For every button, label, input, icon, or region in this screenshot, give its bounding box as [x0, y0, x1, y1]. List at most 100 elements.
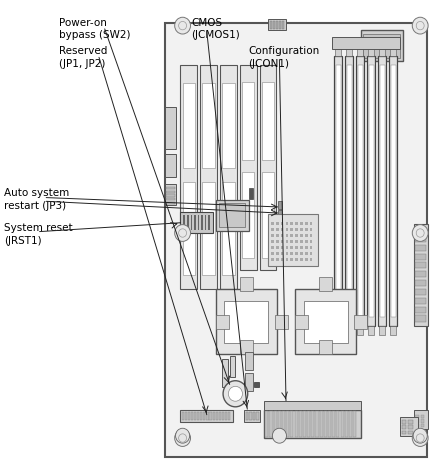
- Bar: [380, 65, 385, 317]
- Bar: [290, 240, 293, 243]
- Bar: [278, 411, 281, 437]
- Bar: [295, 315, 308, 329]
- Circle shape: [412, 17, 428, 34]
- Bar: [389, 56, 397, 326]
- Bar: [336, 65, 341, 317]
- Bar: [345, 411, 348, 437]
- Bar: [295, 258, 298, 261]
- Bar: [228, 412, 230, 420]
- Bar: [198, 215, 199, 230]
- Bar: [219, 412, 221, 420]
- Circle shape: [175, 225, 191, 241]
- Bar: [363, 34, 400, 58]
- Bar: [286, 411, 289, 437]
- Bar: [324, 411, 327, 437]
- Bar: [208, 215, 210, 230]
- Bar: [345, 56, 353, 326]
- Bar: [268, 19, 286, 30]
- Bar: [200, 412, 202, 420]
- Bar: [295, 246, 298, 249]
- Bar: [336, 411, 340, 437]
- Bar: [312, 411, 314, 437]
- Bar: [183, 182, 195, 275]
- Circle shape: [175, 430, 191, 446]
- Bar: [421, 424, 424, 427]
- Bar: [222, 359, 228, 387]
- Bar: [282, 21, 284, 29]
- Bar: [390, 48, 396, 56]
- Bar: [166, 187, 175, 189]
- Bar: [216, 200, 249, 231]
- Bar: [166, 202, 175, 204]
- Bar: [222, 412, 224, 420]
- Text: Configuration
(JCON1): Configuration (JCON1): [249, 46, 320, 69]
- Bar: [222, 83, 235, 168]
- Bar: [276, 234, 279, 237]
- Text: CMOS
(JCMOS1): CMOS (JCMOS1): [191, 18, 240, 40]
- Bar: [300, 240, 303, 243]
- Bar: [319, 411, 323, 437]
- Bar: [415, 254, 426, 260]
- Bar: [300, 252, 303, 255]
- Bar: [402, 420, 406, 424]
- Bar: [197, 412, 199, 420]
- Bar: [290, 411, 293, 437]
- Bar: [165, 184, 176, 205]
- Bar: [300, 258, 303, 261]
- Bar: [415, 415, 419, 418]
- Bar: [346, 48, 352, 56]
- Bar: [353, 411, 356, 437]
- Bar: [194, 412, 196, 420]
- Bar: [222, 182, 235, 275]
- Bar: [165, 154, 176, 177]
- Bar: [310, 234, 312, 237]
- Bar: [286, 234, 288, 237]
- Bar: [319, 340, 332, 354]
- Bar: [271, 252, 274, 255]
- Bar: [244, 410, 260, 422]
- Bar: [271, 258, 274, 261]
- Bar: [408, 431, 413, 434]
- Bar: [166, 194, 175, 197]
- Bar: [390, 326, 396, 335]
- Bar: [281, 246, 283, 249]
- Bar: [249, 412, 252, 420]
- Circle shape: [412, 225, 428, 241]
- Bar: [299, 411, 302, 437]
- Bar: [271, 234, 274, 237]
- Bar: [281, 252, 283, 255]
- Bar: [402, 425, 406, 429]
- Bar: [188, 412, 190, 420]
- Circle shape: [223, 381, 248, 407]
- Bar: [295, 252, 298, 255]
- Bar: [415, 424, 419, 427]
- Bar: [202, 182, 215, 275]
- Bar: [295, 240, 298, 243]
- Bar: [262, 172, 274, 258]
- Bar: [286, 252, 288, 255]
- Bar: [414, 410, 428, 429]
- Bar: [356, 56, 364, 326]
- Bar: [303, 411, 306, 437]
- Bar: [268, 214, 318, 266]
- Bar: [361, 30, 403, 61]
- Circle shape: [228, 386, 242, 401]
- Bar: [305, 234, 308, 237]
- Bar: [307, 411, 310, 437]
- Bar: [328, 411, 331, 437]
- Bar: [216, 289, 277, 354]
- Bar: [276, 252, 279, 255]
- Bar: [335, 326, 341, 335]
- Bar: [305, 246, 308, 249]
- Bar: [271, 246, 274, 249]
- Bar: [305, 258, 308, 261]
- Bar: [415, 298, 426, 304]
- Bar: [295, 289, 356, 354]
- Bar: [300, 228, 303, 231]
- Bar: [402, 431, 406, 434]
- Bar: [310, 240, 312, 243]
- Bar: [415, 315, 426, 322]
- Bar: [281, 234, 283, 237]
- Bar: [278, 201, 282, 209]
- Bar: [295, 411, 297, 437]
